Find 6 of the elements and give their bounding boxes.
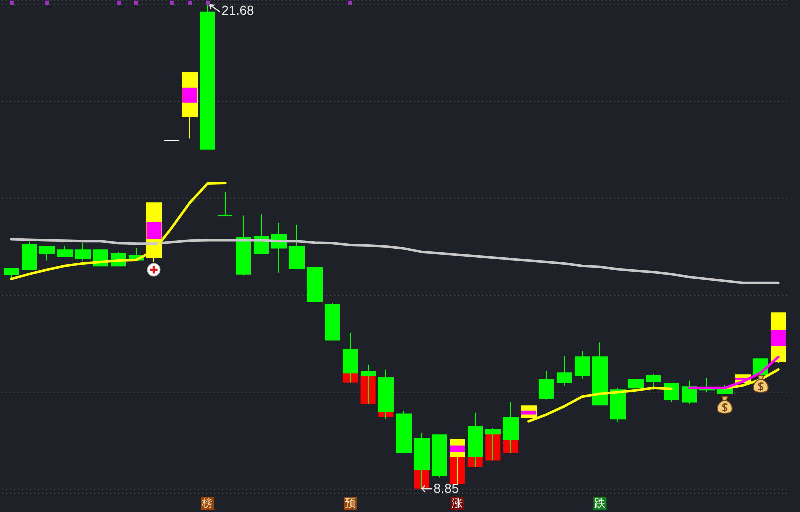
x-tick-label: 榜 [202,497,214,510]
x-tick-label: 跌 [594,497,606,510]
annotation: 8.85 [434,481,460,496]
annotation: 21.68 [222,3,254,18]
x-tick-label: 预 [344,497,356,510]
x-tick-label: 涨 [452,497,463,510]
